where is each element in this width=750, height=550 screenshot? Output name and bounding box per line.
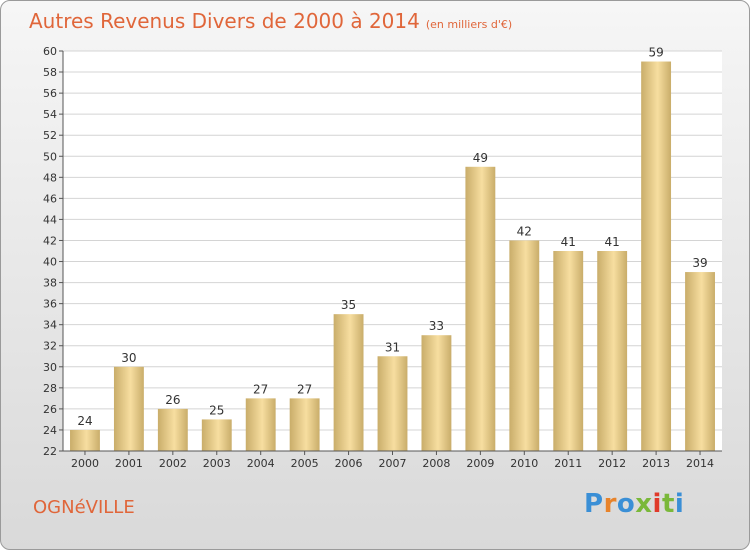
bar-2000	[70, 429, 100, 451]
x-tick-label: 2005	[291, 457, 319, 470]
bar-2013	[641, 61, 672, 452]
logo-letter: i	[674, 489, 685, 519]
y-tick-label: 22	[43, 445, 57, 458]
axes	[59, 50, 722, 455]
logo-letter: r	[603, 489, 617, 519]
logo-letter: i	[652, 489, 662, 519]
x-tick-label: 2010	[510, 457, 538, 470]
y-tick-label: 58	[43, 66, 57, 79]
bar-2005	[289, 398, 320, 451]
y-tick-label: 42	[43, 234, 57, 247]
logo-letter: P	[584, 489, 604, 519]
bar-2003	[201, 419, 232, 451]
y-tick-label: 36	[43, 298, 57, 311]
chart-title: Autres Revenus Divers de 2000 à 2014 (en …	[29, 9, 512, 33]
x-tick-label: 2008	[422, 457, 450, 470]
value-label-2008: 33	[429, 319, 444, 333]
bar-2010	[509, 240, 540, 451]
logo-letter: t	[661, 489, 675, 519]
x-tick-label: 2012	[598, 457, 626, 470]
y-tick-label: 52	[43, 129, 57, 142]
y-tick-label: 24	[43, 424, 57, 437]
value-label-2013: 59	[648, 46, 663, 60]
value-label-2000: 24	[77, 414, 92, 428]
value-label-2001: 30	[121, 351, 136, 365]
bar-2011	[553, 251, 584, 451]
bar-2014	[685, 272, 715, 451]
y-tick-label: 32	[43, 340, 57, 353]
y-tick-label: 44	[43, 213, 57, 226]
value-label-2012: 41	[605, 235, 620, 249]
chart-title-main: Autres Revenus Divers de 2000 à 2014	[29, 9, 420, 33]
x-tick-label: 2001	[115, 457, 143, 470]
y-tick-label: 48	[43, 171, 57, 184]
x-tick-label: 2002	[159, 457, 187, 470]
value-label-2003: 25	[209, 403, 224, 417]
value-label-2010: 42	[517, 224, 532, 238]
value-label-2007: 31	[385, 340, 400, 354]
value-label-2009: 49	[473, 151, 488, 165]
proxiti-logo: Proxiti	[584, 489, 684, 519]
x-tick-label: 2007	[379, 457, 407, 470]
x-tick-label: 2011	[554, 457, 582, 470]
bar-2007	[377, 356, 408, 451]
x-tick-label: 2014	[686, 457, 714, 470]
y-tick-label: 46	[43, 192, 57, 205]
bar-2009	[465, 166, 496, 451]
y-tick-label: 40	[43, 256, 57, 269]
bar-2002	[157, 408, 188, 451]
bar-2006	[333, 314, 364, 451]
bar-2004	[245, 398, 276, 451]
value-label-2005: 27	[297, 382, 312, 396]
x-tick-label: 2009	[466, 457, 494, 470]
y-tick-label: 28	[43, 382, 57, 395]
commune-name: OGNéVILLE	[33, 497, 135, 518]
y-tick-label: 26	[43, 403, 57, 416]
bar-2008	[421, 335, 452, 451]
x-tick-label: 2004	[247, 457, 275, 470]
x-tick-label: 2013	[642, 457, 670, 470]
x-tick-label: 2006	[335, 457, 363, 470]
value-label-2002: 26	[165, 393, 180, 407]
value-label-2014: 39	[692, 256, 707, 270]
bars	[70, 61, 715, 452]
bar-2001	[113, 366, 144, 451]
y-tick-label: 30	[43, 361, 57, 374]
x-tick-label: 2000	[71, 457, 99, 470]
value-label-2004: 27	[253, 382, 268, 396]
labels: 22 24 26 28 30 32 34 36 38 40 42 44 46 48 50 52 54 56 58 60…	[43, 45, 714, 470]
chart-title-unit: (en milliers d'€)	[425, 18, 513, 31]
logo-letter: o	[616, 489, 636, 519]
x-tick-label: 2003	[203, 457, 231, 470]
y-tick-label: 54	[43, 108, 57, 121]
y-tick-label: 60	[43, 45, 57, 58]
logo-letter: x	[635, 489, 653, 519]
bar-2012	[597, 251, 628, 451]
y-tick-label: 34	[43, 319, 57, 332]
value-label-2006: 35	[341, 298, 356, 312]
y-tick-label: 50	[43, 150, 57, 163]
y-tick-label: 38	[43, 277, 57, 290]
value-label-2011: 41	[561, 235, 576, 249]
y-tick-label: 56	[43, 87, 57, 100]
